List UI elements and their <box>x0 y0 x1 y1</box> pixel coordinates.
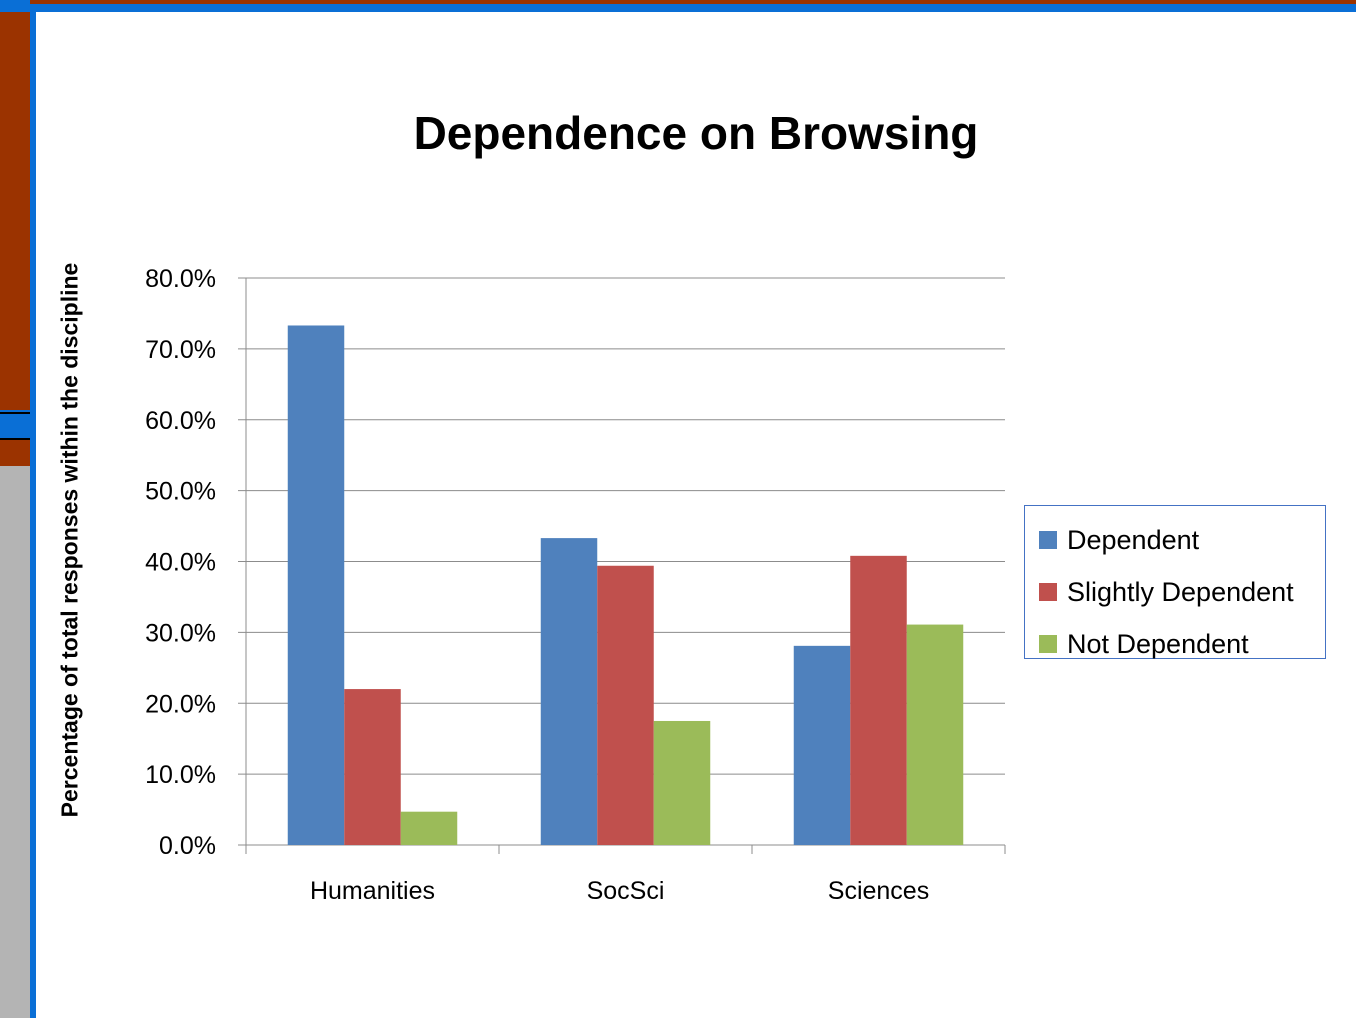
bar-not-dependent <box>653 720 711 845</box>
bar-dependent <box>540 538 598 845</box>
slide-frame-divider <box>0 438 30 440</box>
bar-dependent <box>793 645 851 845</box>
x-tick-label: Humanities <box>310 877 435 905</box>
y-tick-label: 30.0% <box>145 619 216 647</box>
bar-not-dependent <box>400 811 458 845</box>
bar-slightly-dependent <box>597 565 654 845</box>
slide-frame-top-inner <box>30 0 1356 4</box>
slide-frame-left-lower <box>0 466 30 1018</box>
bar-not-dependent <box>906 624 964 845</box>
y-tick-label: 80.0% <box>145 265 216 293</box>
chart-title: Dependence on Browsing <box>413 107 979 159</box>
legend-label: Slightly Dependent <box>1067 576 1294 607</box>
slide-frame-left-mid <box>0 440 30 466</box>
y-tick-label: 70.0% <box>145 336 216 364</box>
bar-dependent <box>287 325 345 846</box>
y-tick-label: 50.0% <box>145 478 216 506</box>
y-tick-label: 10.0% <box>145 761 216 789</box>
legend-label: Dependent <box>1067 524 1200 555</box>
y-tick-label: 0.0% <box>159 832 216 860</box>
slide-frame-left-upper <box>0 0 30 410</box>
y-tick-label: 60.0% <box>145 407 216 435</box>
legend-item: Not Dependent <box>1025 618 1325 670</box>
x-tick-label: SocSci <box>587 877 665 905</box>
chart-legend: Dependent Slightly Dependent Not Dependent <box>1024 505 1326 659</box>
legend-item: Dependent <box>1025 514 1325 566</box>
bar-slightly-dependent <box>850 555 907 845</box>
bar-slightly-dependent <box>344 689 401 845</box>
x-tick-label: Sciences <box>828 877 929 905</box>
slide-frame-divider <box>0 412 30 414</box>
legend-swatch <box>1039 531 1057 549</box>
y-tick-label: 40.0% <box>145 549 216 577</box>
legend-swatch <box>1039 583 1057 601</box>
y-tick-label: 20.0% <box>145 690 216 718</box>
legend-item: Slightly Dependent <box>1025 566 1325 618</box>
legend-swatch <box>1039 635 1057 653</box>
legend-label: Not Dependent <box>1067 628 1249 659</box>
